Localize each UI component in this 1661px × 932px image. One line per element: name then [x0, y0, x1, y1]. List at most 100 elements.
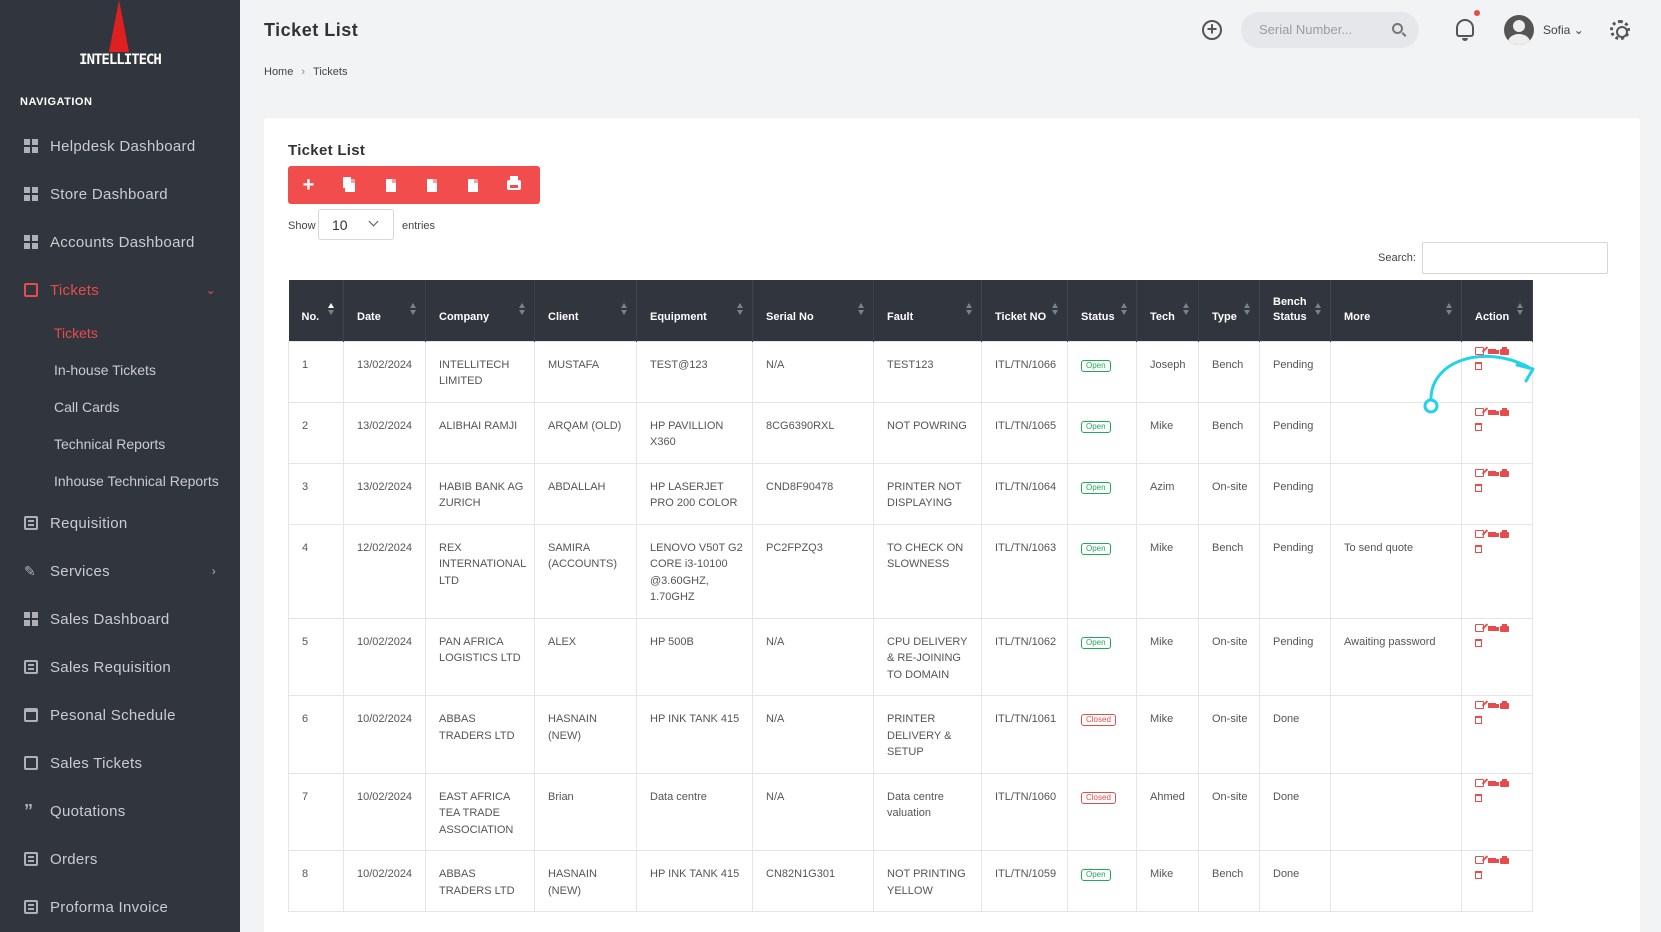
- delete-icon[interactable]: [1475, 716, 1482, 724]
- cell-equipment: HP PAVILLION X360: [636, 401, 753, 464]
- delete-icon[interactable]: [1475, 544, 1482, 553]
- delivery-icon[interactable]: [1488, 531, 1499, 537]
- sidebar-item-tickets[interactable]: Tickets ⌄: [0, 266, 240, 314]
- table-search-input[interactable]: [1422, 242, 1608, 274]
- sidebar-subitem-inhouse-technical-reports[interactable]: Inhouse Technical Reports: [54, 472, 219, 489]
- entries-select[interactable]: 10: [318, 209, 394, 240]
- column-header-label: Tech: [1150, 310, 1175, 323]
- print-icon[interactable]: [1500, 701, 1509, 709]
- sidebar-item-accounts-dashboard[interactable]: Accounts Dashboard: [0, 218, 240, 266]
- print-icon[interactable]: [1500, 529, 1509, 538]
- cell-fault: TO CHECK ON SLOWNESS: [873, 523, 982, 619]
- sidebar-item-helpdesk-dashboard[interactable]: Helpdesk Dashboard: [0, 122, 240, 170]
- pdf-button[interactable]: [452, 166, 493, 204]
- delete-icon[interactable]: [1475, 361, 1482, 370]
- table-row[interactable]: 8 10/02/2024 ABBAS TRADERS LTD HASNAIN (NEW…: [288, 850, 1533, 912]
- cell-serial: N/A: [752, 772, 874, 851]
- edit-icon[interactable]: [1475, 346, 1484, 355]
- column-header-bench-status[interactable]: Bench Status: [1259, 280, 1331, 341]
- print-icon[interactable]: [1500, 468, 1509, 477]
- breadcrumb-home[interactable]: Home: [264, 66, 294, 78]
- sidebar-item-sales-requisition[interactable]: Sales Requisition: [0, 643, 240, 691]
- column-header-fault[interactable]: Fault: [873, 280, 982, 341]
- print-icon[interactable]: [1500, 346, 1509, 355]
- delivery-icon[interactable]: [1488, 780, 1499, 786]
- delivery-icon[interactable]: [1488, 348, 1499, 354]
- table-row[interactable]: 1 13/02/2024 INTELLITECH LIMITED MUSTAFA TES…: [288, 340, 1533, 403]
- logo[interactable]: INTELLITECH: [0, 0, 240, 88]
- sidebar-item-quotations[interactable]: ” Quotations: [0, 787, 240, 835]
- user-menu[interactable]: Sofia ⌄: [1543, 23, 1584, 37]
- cell-ticket: ITL/TN/1063: [981, 523, 1068, 619]
- cell-status: Open: [1067, 401, 1137, 464]
- table-row[interactable]: 4 12/02/2024 REX INTERNATIONAL LTD SAMIRA (…: [288, 523, 1533, 619]
- table-search-label: Search:: [1378, 252, 1416, 264]
- sidebar-subitem-inhouse-tickets[interactable]: In-house Tickets: [54, 361, 156, 378]
- print-icon[interactable]: [1500, 623, 1509, 632]
- cell-no: 5: [288, 617, 344, 696]
- sidebar-item-requisition[interactable]: Requisition: [0, 499, 240, 547]
- column-header-tech[interactable]: Tech: [1136, 280, 1199, 341]
- sidebar-item-orders[interactable]: Orders: [0, 835, 240, 883]
- edit-icon[interactable]: [1475, 701, 1484, 709]
- print-icon[interactable]: [1500, 856, 1509, 864]
- delivery-icon[interactable]: [1488, 858, 1499, 863]
- edit-icon[interactable]: [1475, 623, 1484, 632]
- column-header-more[interactable]: More: [1330, 280, 1462, 341]
- sidebar-item-sales-tickets[interactable]: Sales Tickets: [0, 739, 240, 787]
- bell-icon[interactable]: [1456, 19, 1474, 41]
- sidebar-subitem-tickets[interactable]: Tickets: [54, 324, 98, 341]
- search-icon[interactable]: [1392, 23, 1403, 34]
- delivery-icon[interactable]: [1488, 470, 1499, 476]
- print-button[interactable]: [493, 166, 534, 204]
- delete-icon[interactable]: [1475, 793, 1482, 802]
- sidebar-item-store-dashboard[interactable]: Store Dashboard: [0, 170, 240, 218]
- delivery-icon[interactable]: [1488, 625, 1499, 631]
- edit-icon[interactable]: [1475, 778, 1484, 787]
- edit-icon[interactable]: [1475, 856, 1484, 864]
- delivery-icon[interactable]: [1488, 703, 1499, 708]
- delivery-icon[interactable]: [1488, 409, 1499, 415]
- page-title: Ticket List: [264, 20, 359, 40]
- table-row[interactable]: 5 10/02/2024 PAN AFRICA LOGISTICS LTD ALEX H…: [288, 617, 1533, 696]
- gear-icon[interactable]: [1610, 20, 1630, 40]
- edit-icon[interactable]: [1475, 407, 1484, 416]
- sidebar-item-sales-dashboard[interactable]: Sales Dashboard: [0, 595, 240, 643]
- delete-icon[interactable]: [1475, 422, 1482, 431]
- delete-icon[interactable]: [1475, 638, 1482, 647]
- sidebar-item-personal-schedule[interactable]: Pesonal Schedule: [0, 691, 240, 739]
- delete-icon[interactable]: [1475, 483, 1482, 492]
- column-header-no[interactable]: No.: [288, 280, 344, 341]
- column-header-ticket-no[interactable]: Ticket NO: [981, 280, 1068, 341]
- table-row[interactable]: 6 10/02/2024 ABBAS TRADERS LTD HASNAIN (NEW…: [288, 695, 1533, 774]
- column-header-equipment[interactable]: Equipment: [636, 280, 753, 341]
- delete-icon[interactable]: [1475, 871, 1482, 879]
- column-header-type[interactable]: Type: [1198, 280, 1260, 341]
- sidebar-subitem-technical-reports[interactable]: Technical Reports: [54, 435, 166, 452]
- table-row[interactable]: 2 13/02/2024 ALIBHAI RAMJI ARQAM (OLD) HP PA…: [288, 401, 1533, 464]
- csv-button[interactable]: [370, 166, 411, 204]
- ticket-list-card: Ticket List + Show 10 entries Search: No…: [264, 118, 1640, 932]
- sidebar-subitem-call-cards[interactable]: Call Cards: [54, 398, 120, 415]
- copy-button[interactable]: [329, 166, 370, 204]
- cell-no: 1: [288, 340, 344, 403]
- cell-fault: Data centre valuation: [873, 772, 982, 851]
- column-header-serial-no[interactable]: Serial No: [752, 280, 874, 341]
- table-row[interactable]: 3 13/02/2024 HABIB BANK AG ZURICH ABDALLAH H…: [288, 462, 1533, 525]
- print-icon[interactable]: [1500, 407, 1509, 416]
- column-header-company[interactable]: Company: [425, 280, 535, 341]
- add-circle-icon[interactable]: +: [1202, 20, 1222, 40]
- column-header-date[interactable]: Date: [343, 280, 426, 341]
- serial-search-input[interactable]: [1259, 22, 1389, 37]
- excel-button[interactable]: [411, 166, 452, 204]
- print-icon[interactable]: [1500, 778, 1509, 787]
- add-ticket-button[interactable]: +: [288, 166, 329, 204]
- column-header-status[interactable]: Status: [1067, 280, 1137, 341]
- sidebar-item-services[interactable]: ✎ Services ›: [0, 547, 240, 595]
- edit-icon[interactable]: [1475, 529, 1484, 538]
- column-header-client[interactable]: Client: [534, 280, 637, 341]
- sidebar-item-proforma-invoice[interactable]: Proforma Invoice: [0, 883, 240, 931]
- table-row[interactable]: 7 10/02/2024 EAST AFRICA TEA TRADE ASSOCIA…: [288, 772, 1533, 851]
- edit-icon[interactable]: [1475, 468, 1484, 477]
- avatar[interactable]: [1504, 15, 1534, 45]
